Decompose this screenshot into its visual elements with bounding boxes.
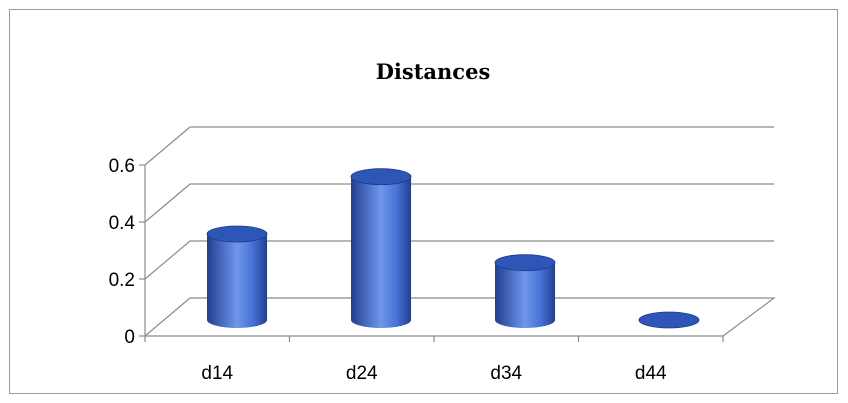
x-tick-label: d44 [635,363,667,384]
bar-body [207,234,267,328]
gridline-side [144,183,191,223]
y-tick-label: 0.4 [109,213,136,234]
x-tick-label: d24 [346,363,378,384]
x-tick-label: d34 [490,363,522,384]
gridline-side [144,126,191,166]
gridline-side [144,240,191,280]
bar-top [494,254,556,272]
y-tick-label: 0 [124,327,135,348]
chart-title: Distances [376,59,491,84]
plot-area: 0 0.2 0.4 0.6 d14 d24 d34 d44 [109,126,776,384]
bar-top [638,311,700,329]
floor-outline [144,297,776,337]
chart-svg: Distances 0 0.2 0.4 0.6 d14 d24 d34 d44 [109,59,776,384]
bar-top [206,225,268,243]
x-tick-label: d14 [201,363,233,384]
chart-frame: Distances 0 0.2 0.4 0.6 d14 d24 d34 d44 [9,9,838,394]
bar-body [351,176,411,328]
y-tick-label: 0.2 [109,270,135,291]
bar-body [495,262,555,328]
y-tick-label: 0.6 [109,156,135,177]
bar-top [350,168,412,186]
